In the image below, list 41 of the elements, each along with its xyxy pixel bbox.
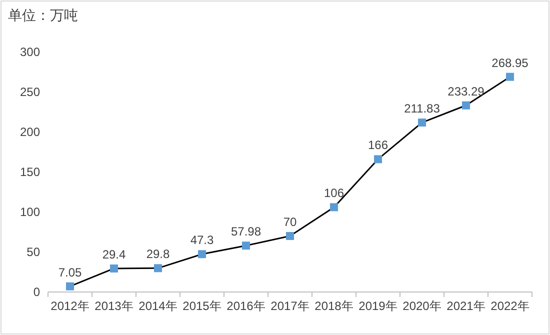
point: [286, 232, 294, 240]
y-axis-title: 单位：万吨: [8, 7, 78, 23]
x-tick-label: 2022年: [490, 299, 530, 313]
data-label: 166: [368, 138, 388, 152]
point: [462, 101, 470, 110]
data-label: 47.3: [190, 233, 214, 248]
x-tick-label: 2020年: [402, 299, 442, 313]
y-tick-label: 150: [20, 165, 40, 179]
x-tick-label: 2013年: [94, 299, 134, 313]
point: [198, 250, 206, 258]
data-label: 233.29: [448, 84, 485, 98]
data-label: 211.83: [404, 102, 440, 116]
y-tick-label: 250: [20, 85, 40, 99]
point: [374, 155, 382, 164]
y-tick-label: 300: [20, 45, 40, 59]
point: [66, 282, 74, 290]
y-tick-label: 0: [33, 285, 40, 299]
data-label: 29.4: [102, 247, 126, 262]
x-tick-label: 2018年: [314, 299, 354, 313]
y-tick-label: 200: [20, 125, 40, 139]
point: [154, 264, 162, 272]
x-tick-label: 2016年: [226, 299, 266, 313]
data-label: 70: [283, 215, 297, 229]
x-tick-label: 2021年: [446, 299, 486, 313]
x-tick-label: 2012年: [50, 299, 90, 313]
data-label: 106: [324, 186, 344, 200]
point: [506, 72, 514, 81]
point: [330, 203, 338, 212]
point: [418, 118, 426, 127]
point: [110, 264, 118, 272]
y-tick-label: 100: [20, 205, 40, 219]
point: [242, 242, 250, 250]
x-tick-label: 2019年: [358, 299, 398, 313]
data-label: 268.95: [492, 56, 529, 70]
y-tick-label: 50: [26, 245, 40, 259]
x-tick-label: 2017年: [270, 299, 310, 313]
x-tick-label: 2014年: [138, 299, 178, 313]
x-tick-label: 2015年: [182, 299, 222, 313]
data-label: 29.8: [146, 247, 170, 262]
data-label: 7.05: [58, 265, 82, 280]
data-label: 57.98: [230, 224, 262, 239]
